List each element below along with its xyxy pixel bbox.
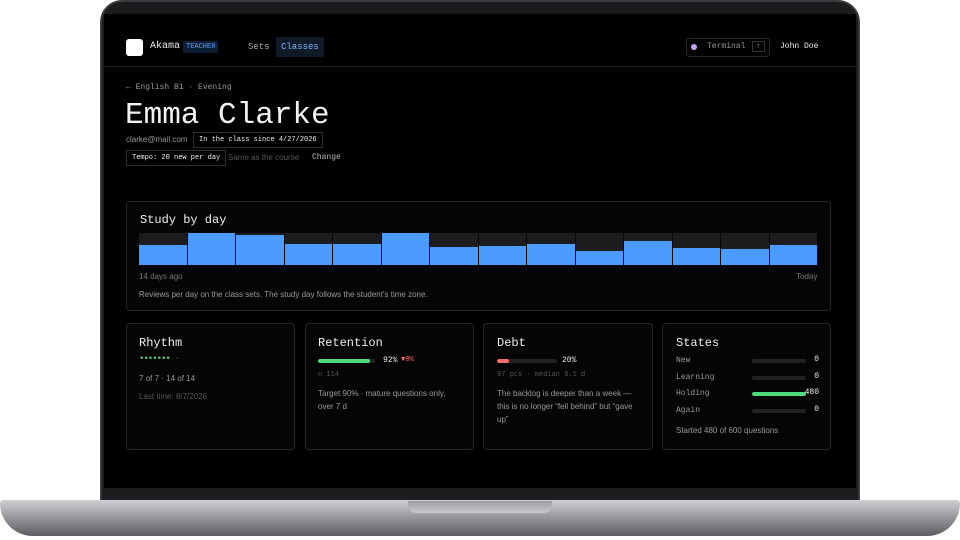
divider: [104, 66, 856, 67]
rhythm-summary: 7 of 7 · 14 of 14: [139, 374, 196, 383]
start-label: 14 days ago: [139, 272, 183, 281]
state-value: 480: [804, 388, 819, 397]
retention-n: n 114: [318, 371, 340, 379]
day-track: [187, 233, 235, 265]
rhythm-card: [126, 323, 295, 450]
day-bar: [769, 245, 817, 265]
day-track: [672, 233, 720, 265]
day-bar: [284, 243, 332, 265]
day-bar: [478, 246, 526, 265]
screen-bottom: [104, 488, 856, 502]
card-title: Debt: [497, 336, 526, 350]
logo[interactable]: [126, 39, 143, 56]
state-bar: [752, 392, 806, 396]
day-track: [769, 233, 817, 265]
card-title: Study by day: [140, 213, 227, 227]
user-menu[interactable]: John Doe: [780, 42, 819, 51]
day-bar: [139, 245, 187, 265]
badge: TEACHER: [183, 41, 219, 53]
state-track: [752, 359, 806, 363]
retention-card: [305, 323, 474, 450]
status-dot: [691, 44, 697, 50]
day-bar: [575, 250, 623, 265]
debt-sub: 97 pcs · median 6.1 d: [497, 371, 586, 379]
study-chart: [139, 233, 818, 265]
debt-track: [497, 359, 557, 363]
card-title: Rhythm: [139, 336, 183, 350]
retention-note: Target 90% · mature questions only, over…: [318, 389, 446, 411]
states-footer: Started 480 of 600 questions: [676, 426, 779, 435]
state-label: Learning: [676, 372, 715, 382]
day-track: [575, 233, 623, 265]
caption: Reviews per day on the class sets. The s…: [139, 290, 428, 299]
email: clarke@mail.com: [126, 135, 188, 144]
day-track: [478, 233, 526, 265]
retention-track: [318, 359, 375, 363]
day-bar: [381, 233, 429, 265]
debt-bar: [497, 359, 509, 363]
since-badge: In the class since 4/27/2026: [193, 132, 323, 148]
breadcrumb[interactable]: ← English B1 · Evening: [126, 83, 232, 92]
states-list: New 0 Learning 0 Holding 480 Again 0: [676, 355, 819, 420]
nav-item[interactable]: Sets: [248, 42, 270, 52]
rhythm-dots: ••••••• ·: [139, 354, 180, 364]
day-track: [624, 233, 672, 265]
retention-value: 92%: [383, 356, 398, 365]
terminal-button[interactable]: [686, 38, 770, 57]
state-value: 0: [814, 404, 819, 414]
debt-card: [483, 323, 653, 450]
day-track: [139, 233, 187, 265]
day-bar: [624, 241, 672, 265]
day-track: [527, 233, 575, 265]
day-track: [236, 233, 284, 265]
day-track: [430, 233, 478, 265]
state-label: Holding: [676, 389, 710, 398]
card-title: Retention: [318, 336, 383, 350]
state-value: 0: [814, 371, 819, 381]
terminal-label[interactable]: Terminal: [707, 42, 746, 51]
brand[interactable]: Akama: [150, 41, 181, 52]
tempo-badge: Tempo: 20 new per day: [126, 150, 227, 166]
last-time: Last time: 8/7/2026: [139, 392, 208, 401]
states-card: [662, 323, 831, 450]
tempo-note: Same as the course: [228, 153, 300, 162]
card-title: States: [676, 336, 720, 350]
debt-value: 20%: [562, 356, 577, 365]
day-bar: [236, 234, 284, 265]
end-label: Today: [796, 272, 818, 281]
state-label: Again: [676, 405, 701, 415]
day-bar: [527, 243, 575, 265]
state-track: [752, 375, 806, 380]
day-track: [721, 233, 769, 265]
day-track: [381, 233, 429, 265]
day-bar: [187, 233, 235, 265]
retention-delta: ▼0%: [401, 356, 414, 364]
state-track: [752, 408, 806, 413]
retention-bar: [318, 359, 371, 363]
change-link[interactable]: Change: [312, 153, 341, 162]
debt-note: The backlog is deeper than a week — this…: [497, 389, 633, 424]
day-track: [333, 233, 381, 265]
state-track: [752, 392, 806, 396]
day-bar: [721, 249, 769, 265]
state-value: 0: [814, 355, 819, 364]
notch: [408, 501, 552, 513]
state-label: New: [676, 356, 691, 365]
day-bar: [430, 247, 478, 265]
day-track: [284, 233, 332, 265]
student-name: Emma Clarke: [125, 98, 330, 133]
nav-item[interactable]: Classes: [276, 37, 324, 57]
day-bar: [333, 243, 381, 265]
terminal-key: ↑: [752, 41, 765, 52]
day-bar: [672, 248, 720, 265]
